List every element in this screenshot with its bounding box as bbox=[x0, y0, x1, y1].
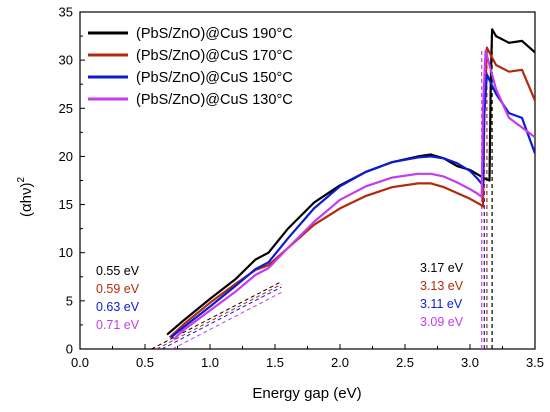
x-tick-label: 1.5 bbox=[266, 355, 284, 370]
x-axis: 0.0 0.5 1.0 1.5 2.0 2.5 3.0 3.5 bbox=[71, 344, 544, 370]
x-axis-title: Energy gap (eV) bbox=[252, 385, 361, 402]
legend-label: (PbS/ZnO)@CuS 170°C bbox=[136, 48, 293, 64]
band-gap-label: 3.13 eV bbox=[420, 279, 464, 293]
y-axis-title: (αhν)2 bbox=[16, 177, 35, 218]
y-tick-label: 30 bbox=[59, 53, 73, 68]
y-tick-label: 5 bbox=[66, 293, 73, 308]
low-gap-label: 0.59 eV bbox=[96, 282, 140, 296]
low-gap-tangent-line bbox=[151, 281, 282, 349]
series-line bbox=[166, 28, 535, 336]
legend-label: (PbS/ZnO)@CuS 190°C bbox=[136, 26, 293, 42]
x-tick-label: 0.5 bbox=[136, 355, 154, 370]
low-gap-label: 0.71 eV bbox=[96, 318, 140, 332]
x-tick-label: 1.0 bbox=[201, 355, 219, 370]
high-energy-gap-labels: 3.17 eV 3.13 eV 3.11 eV 3.09 eV bbox=[420, 261, 464, 329]
legend-label: (PbS/ZnO)@CuS 150°C bbox=[136, 70, 293, 86]
y-tick-label: 35 bbox=[59, 5, 73, 20]
y-tick-label: 25 bbox=[59, 101, 73, 116]
series-lines bbox=[166, 28, 535, 341]
y-tick-label: 15 bbox=[59, 197, 73, 212]
x-tick-label: 0.0 bbox=[71, 355, 89, 370]
low-gap-tangent-line bbox=[156, 283, 282, 349]
series-line bbox=[172, 49, 535, 341]
y-axis-title-superscript: 2 bbox=[16, 177, 27, 183]
series-line bbox=[170, 73, 535, 339]
band-gap-label: 3.17 eV bbox=[420, 261, 464, 275]
x-tick-label: 3.5 bbox=[526, 355, 544, 370]
band-gap-label: 3.11 eV bbox=[420, 297, 463, 311]
x-tick-label: 2.5 bbox=[396, 355, 414, 370]
legend: (PbS/ZnO)@CuS 190°C (PbS/ZnO)@CuS 170°C (P… bbox=[88, 26, 293, 108]
x-tick-label: 3.0 bbox=[461, 355, 479, 370]
y-tick-label: 20 bbox=[59, 149, 73, 164]
y-tick-label: 10 bbox=[59, 245, 73, 260]
y-axis-title-base: (αhν) bbox=[18, 183, 35, 218]
low-energy-gap-labels: 0.55 eV 0.59 eV 0.63 eV 0.71 eV bbox=[96, 264, 140, 332]
y-axis: 0 5 10 15 20 25 30 35 bbox=[59, 5, 85, 357]
legend-label: (PbS/ZnO)@CuS 130°C bbox=[136, 92, 293, 108]
low-gap-label: 0.63 eV bbox=[96, 300, 140, 314]
y-tick-label: 0 bbox=[66, 342, 73, 357]
tangent-lines bbox=[151, 29, 493, 349]
band-gap-label: 3.09 eV bbox=[420, 315, 464, 329]
low-gap-tangent-line bbox=[161, 286, 282, 349]
x-tick-label: 2.0 bbox=[331, 355, 349, 370]
low-gap-label: 0.55 eV bbox=[96, 264, 140, 278]
